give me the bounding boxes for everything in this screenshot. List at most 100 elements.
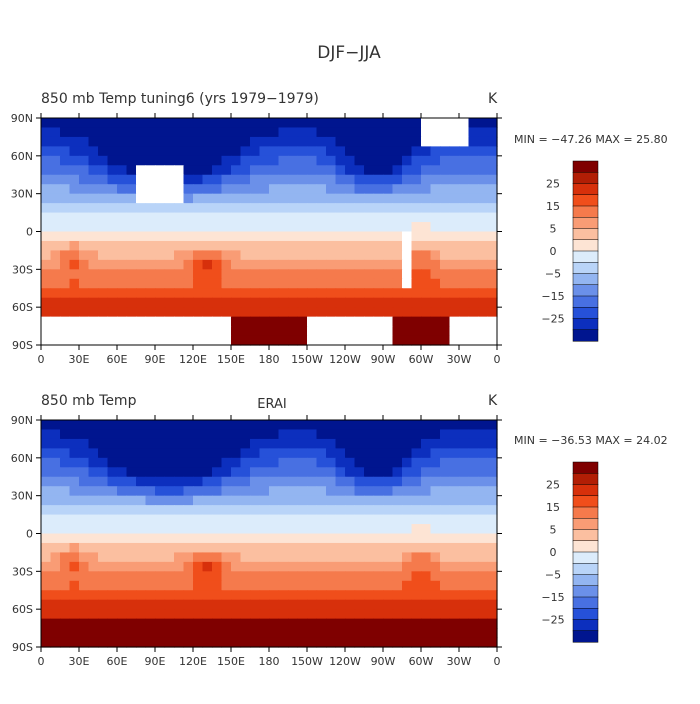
heatmap-cell xyxy=(430,590,441,601)
heatmap-cell xyxy=(392,146,403,157)
heatmap-cell xyxy=(373,590,384,601)
heatmap-cell xyxy=(155,269,166,280)
heatmap-cell xyxy=(60,297,71,308)
heatmap-cell xyxy=(107,476,118,487)
heatmap-cell xyxy=(145,552,156,563)
heatmap-cell xyxy=(98,467,109,478)
heatmap-cell xyxy=(278,495,289,506)
heatmap-cell xyxy=(449,505,460,516)
heatmap-cell xyxy=(449,335,460,346)
heatmap-cell xyxy=(392,552,403,563)
heatmap-cell xyxy=(79,514,90,525)
heatmap-cell xyxy=(60,231,71,242)
heatmap-cell xyxy=(468,599,479,610)
heatmap-cell xyxy=(98,231,109,242)
heatmap-cell xyxy=(212,136,223,147)
heatmap-cell xyxy=(430,288,441,299)
heatmap-cell xyxy=(326,231,337,242)
heatmap-cell xyxy=(487,259,498,270)
heatmap-cell xyxy=(345,476,356,487)
heatmap-cell xyxy=(383,146,394,157)
heatmap-cell xyxy=(373,250,384,261)
heatmap-cell xyxy=(449,467,460,478)
panel-bottom-center-title: ERAI xyxy=(257,397,286,412)
heatmap-cell xyxy=(60,599,71,610)
heatmap-cell xyxy=(212,184,223,195)
heatmap-cell xyxy=(345,307,356,318)
heatmap-cell xyxy=(440,420,451,431)
heatmap-cell xyxy=(69,222,80,233)
heatmap-cell xyxy=(155,127,166,138)
heatmap-cell xyxy=(136,514,147,525)
heatmap-cell xyxy=(297,222,308,233)
heatmap-cell xyxy=(164,250,175,261)
heatmap-cell xyxy=(335,136,346,147)
heatmap-cell xyxy=(326,307,337,318)
colorbar-swatch xyxy=(572,484,599,497)
heatmap-cell xyxy=(221,580,232,591)
heatmap-cell xyxy=(421,307,432,318)
heatmap-cell xyxy=(269,127,280,138)
heatmap-cell xyxy=(88,136,99,147)
heatmap-cell xyxy=(383,457,394,468)
heatmap-cell xyxy=(307,590,318,601)
colorbar-swatch xyxy=(572,551,599,564)
heatmap-cell xyxy=(107,590,118,601)
heatmap-cell xyxy=(88,580,99,591)
heatmap-cell xyxy=(117,495,128,506)
heatmap-cell xyxy=(193,609,204,620)
heatmap-cell xyxy=(50,637,61,648)
heatmap-cell xyxy=(107,184,118,195)
heatmap-cell xyxy=(402,259,413,270)
heatmap-cell xyxy=(79,288,90,299)
x-tick-label: 30W xyxy=(447,655,472,668)
heatmap-cell xyxy=(335,571,346,582)
heatmap-cell xyxy=(335,561,346,572)
heatmap-cell xyxy=(221,476,232,487)
heatmap-cell xyxy=(41,420,52,431)
heatmap-cell xyxy=(164,316,175,327)
heatmap-cell xyxy=(117,429,128,440)
heatmap-cell xyxy=(326,326,337,337)
heatmap-cell xyxy=(459,618,470,629)
heatmap-cell xyxy=(278,599,289,610)
heatmap-cell xyxy=(183,146,194,157)
heatmap-cell xyxy=(354,580,365,591)
heatmap-cell xyxy=(411,250,422,261)
heatmap-cell xyxy=(373,212,384,223)
heatmap-cell xyxy=(316,297,327,308)
heatmap-cell xyxy=(402,514,413,525)
heatmap-cell xyxy=(478,467,489,478)
heatmap-cell xyxy=(468,118,479,129)
heatmap-cell xyxy=(459,552,470,563)
heatmap-cell xyxy=(459,118,470,129)
heatmap-cell xyxy=(164,533,175,544)
x-tick-label: 120E xyxy=(179,353,207,366)
heatmap-cell xyxy=(250,618,261,629)
heatmap-cell xyxy=(487,628,498,639)
panel-bottom-stats: MIN = −36.53 MAX = 24.02 xyxy=(514,434,668,447)
heatmap-cell xyxy=(468,561,479,572)
heatmap-cell xyxy=(288,231,299,242)
heatmap-cell xyxy=(50,514,61,525)
heatmap-cell xyxy=(50,495,61,506)
heatmap-cell xyxy=(316,514,327,525)
heatmap-cell xyxy=(307,637,318,648)
heatmap-cell xyxy=(345,571,356,582)
heatmap-cell xyxy=(487,222,498,233)
heatmap-cell xyxy=(354,420,365,431)
heatmap-cell xyxy=(440,609,451,620)
heatmap-cell xyxy=(449,524,460,535)
heatmap-cell xyxy=(212,552,223,563)
x-tick-label: 90E xyxy=(145,353,166,366)
heatmap-cell xyxy=(174,146,185,157)
heatmap-cell xyxy=(79,552,90,563)
heatmap-cell xyxy=(193,628,204,639)
x-tick-label: 90W xyxy=(371,353,396,366)
heatmap-cell xyxy=(174,542,185,554)
heatmap-cell xyxy=(326,448,337,459)
heatmap-cell xyxy=(392,165,403,176)
x-tick-label: 180 xyxy=(259,353,280,366)
heatmap-cell xyxy=(60,127,71,138)
heatmap-cell xyxy=(183,250,194,261)
